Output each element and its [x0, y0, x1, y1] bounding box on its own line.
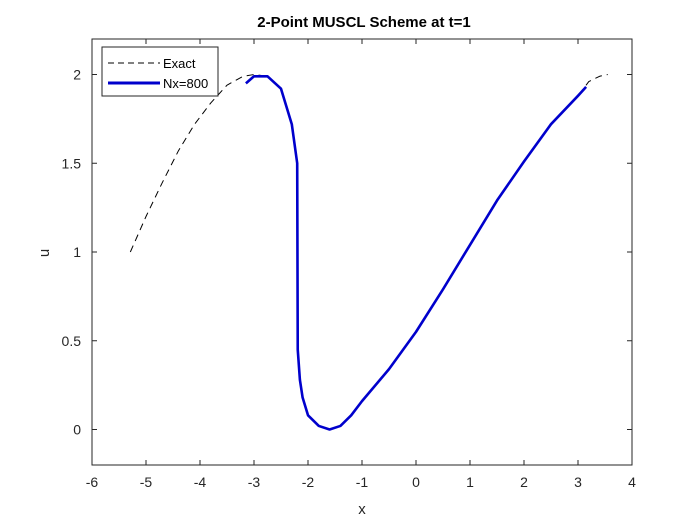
y-axis-label: u [36, 249, 53, 257]
y-tick-label: 2 [73, 67, 81, 83]
x-tick-label: -1 [356, 474, 369, 490]
x-tick-label: 2 [520, 474, 528, 490]
tick-layer: -6 -5 -4 -3 -2 -1 0 1 2 3 4 0 0.5 1 1.5 2 [62, 39, 636, 490]
legend-label-nx800: Nx=800 [163, 76, 208, 91]
chart-title: 2-Point MUSCL Scheme at t=1 [257, 14, 471, 31]
x-tick-label: 0 [412, 474, 420, 490]
y-tick-label: 1 [73, 244, 81, 260]
series-layer [129, 74, 608, 431]
x-tick-label: -6 [86, 474, 99, 490]
x-axis-label: x [358, 501, 366, 518]
series-line-nx800 [245, 74, 588, 431]
x-tick-label: 3 [574, 474, 582, 490]
y-tick-label: 0.5 [62, 333, 82, 349]
x-tick-label: -2 [302, 474, 315, 490]
x-tick-label: -5 [140, 474, 153, 490]
y-tick-label: 0 [73, 422, 81, 438]
x-tick-label: -3 [248, 474, 261, 490]
y-tick-label: 1.5 [62, 155, 82, 171]
x-tick-label: 4 [628, 474, 636, 490]
axes-box [91, 38, 633, 466]
legend-box [101, 46, 219, 97]
x-tick-label: -4 [194, 474, 207, 490]
plot-area: -6 -5 -4 -3 -2 -1 0 1 2 3 4 0 0.5 1 1.5 2 [62, 38, 636, 490]
legend: Exact Nx=800 [101, 46, 219, 97]
x-tick-label: 1 [466, 474, 474, 490]
legend-label-exact: Exact [163, 56, 196, 71]
